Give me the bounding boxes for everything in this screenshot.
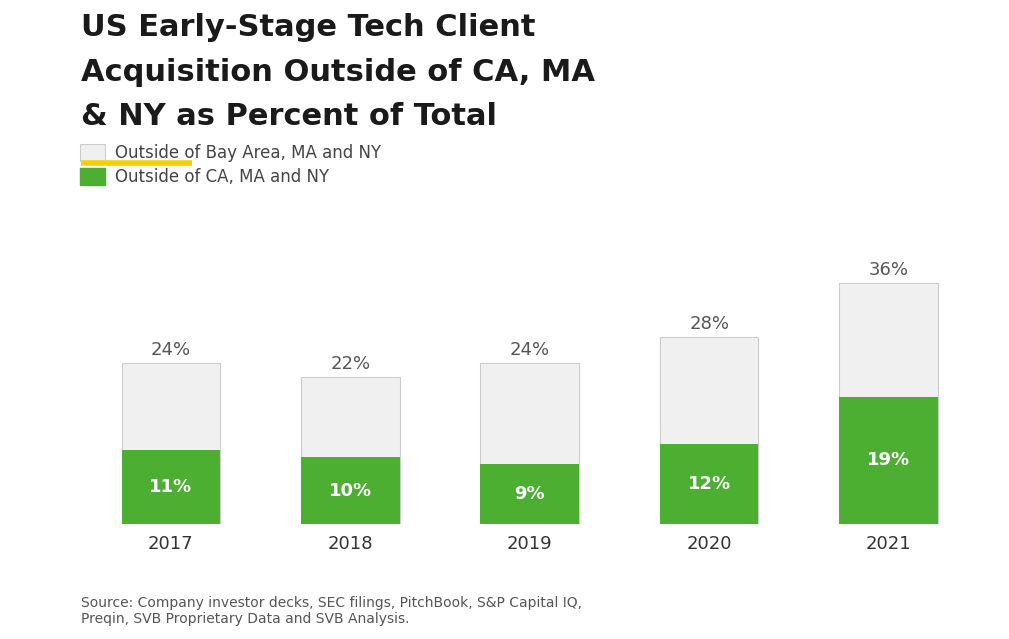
Bar: [480, 464, 579, 524]
Text: 24%: 24%: [150, 341, 191, 359]
Legend: Outside of Bay Area, MA and NY, Outside of CA, MA and NY: Outside of Bay Area, MA and NY, Outside …: [80, 144, 381, 187]
Bar: [301, 457, 400, 524]
Text: 22%: 22%: [330, 355, 370, 373]
Bar: [121, 364, 220, 524]
Text: 24%: 24%: [510, 341, 550, 359]
Text: 11%: 11%: [149, 478, 193, 496]
Bar: [480, 364, 579, 524]
Text: 28%: 28%: [689, 314, 730, 332]
Bar: [839, 283, 938, 524]
Bar: [121, 450, 220, 524]
Text: Acquisition Outside of CA, MA: Acquisition Outside of CA, MA: [81, 58, 594, 86]
Bar: [660, 337, 759, 524]
Bar: [839, 397, 938, 524]
Text: 10%: 10%: [329, 482, 372, 500]
Text: 9%: 9%: [515, 485, 545, 503]
Text: 12%: 12%: [687, 475, 731, 493]
Bar: [301, 377, 400, 524]
Text: 36%: 36%: [869, 261, 908, 279]
Text: 19%: 19%: [867, 451, 910, 470]
Text: & NY as Percent of Total: & NY as Percent of Total: [81, 102, 496, 131]
Text: US Early-Stage Tech Client: US Early-Stage Tech Client: [81, 13, 535, 42]
Bar: [660, 443, 759, 524]
Text: Source: Company investor decks, SEC filings, PitchBook, S&P Capital IQ,
Preqin, : Source: Company investor decks, SEC fili…: [81, 596, 582, 626]
